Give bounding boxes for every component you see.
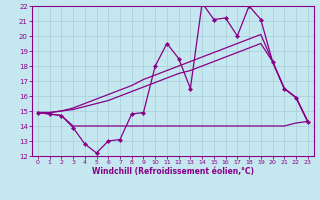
X-axis label: Windchill (Refroidissement éolien,°C): Windchill (Refroidissement éolien,°C) bbox=[92, 167, 254, 176]
